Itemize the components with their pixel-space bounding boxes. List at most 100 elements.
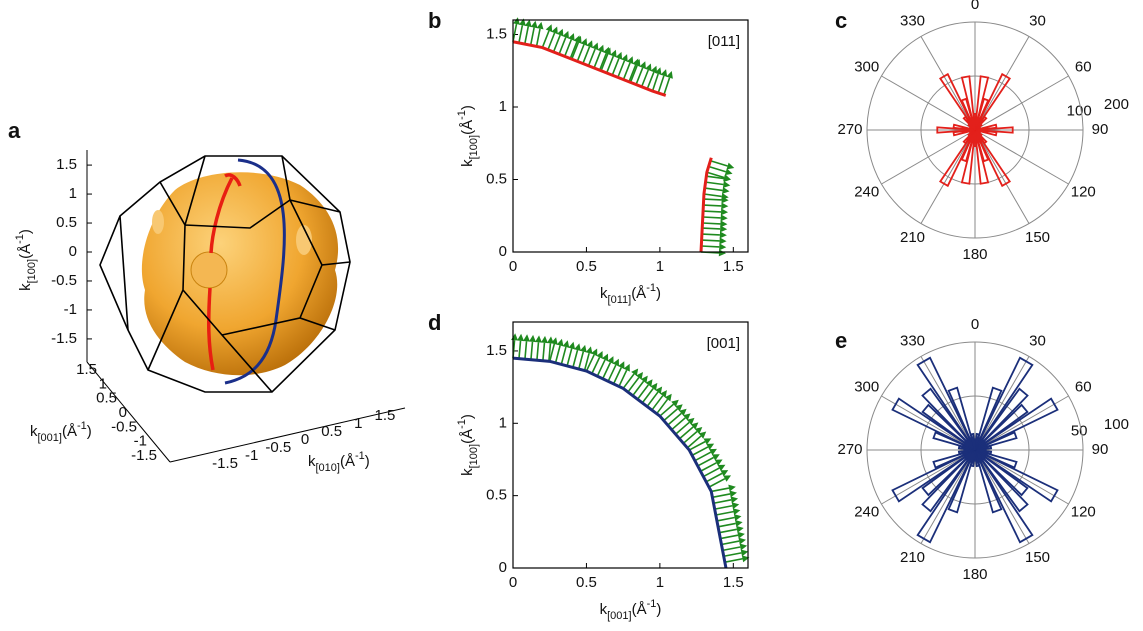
- petal: [974, 129, 998, 137]
- spin-arrow: [663, 408, 678, 422]
- r-tick-label: 100: [1067, 103, 1092, 120]
- theta-tick-label: 90: [1092, 441, 1109, 458]
- spin-arrow: [572, 349, 579, 368]
- neck: [152, 210, 164, 234]
- spin-arrow: [635, 67, 644, 85]
- spin-arrow-head: [730, 496, 739, 504]
- petal: [952, 123, 976, 131]
- x-axis-label: k[011](Å-1): [600, 282, 661, 306]
- spin-arrow: [632, 380, 645, 397]
- petal: [974, 75, 990, 131]
- theta-tick-label: 210: [900, 229, 925, 246]
- petal: [916, 356, 976, 451]
- spin-arrow: [705, 181, 724, 186]
- spin-arrow: [723, 552, 742, 558]
- spin-arrow-head: [621, 54, 628, 62]
- label-part: ): [656, 285, 661, 302]
- spin-arrow: [541, 30, 550, 48]
- x-tick-label: -1.5: [131, 447, 157, 464]
- r-tick-label: 50: [1071, 423, 1088, 440]
- spin-arrow-head: [536, 21, 544, 30]
- orbit-011: [207, 173, 242, 371]
- spin-arrow: [719, 528, 738, 534]
- spin-arrow-head: [631, 368, 639, 377]
- spin-arrow-head: [720, 208, 729, 216]
- petal: [974, 449, 1059, 503]
- label-part: (Å: [340, 453, 355, 470]
- petal: [921, 387, 976, 451]
- spin-arrow: [702, 227, 721, 230]
- fermi-contour: [512, 356, 728, 569]
- spin-arrow: [686, 435, 702, 449]
- z-tick-label: 0: [69, 243, 77, 260]
- label-part: -1: [77, 420, 87, 432]
- spin-arrow-head: [618, 361, 625, 370]
- spin-arrow: [523, 26, 530, 45]
- spin-arrow: [618, 369, 628, 387]
- spin-arrow: [721, 540, 740, 546]
- r-tick-label: 100: [1104, 416, 1129, 433]
- y-axis-label: k[100](Å-1): [456, 414, 480, 476]
- spin-arrow: [667, 412, 682, 426]
- spin-arrow: [659, 403, 675, 417]
- label-part: k: [30, 423, 38, 440]
- spin-arrow: [651, 395, 664, 411]
- label-part: ): [459, 105, 476, 110]
- spin-arrow-head: [694, 426, 703, 435]
- spin-arrow-head: [666, 71, 673, 79]
- spin-arrow: [703, 210, 722, 213]
- spin-arrow: [678, 426, 694, 440]
- spin-arrow: [600, 53, 609, 72]
- spin-arrow-head: [615, 51, 623, 60]
- spin-arrow: [675, 421, 690, 435]
- spin-arrow: [629, 65, 638, 83]
- spin-arrow: [518, 25, 524, 44]
- petal: [974, 386, 1003, 451]
- spin-arrow: [706, 171, 725, 179]
- x-tick-label: 0: [509, 258, 517, 275]
- spin-arrow-head: [698, 431, 707, 439]
- spin-arrow-head: [626, 56, 634, 65]
- spin-arrow-head: [596, 351, 603, 359]
- y-tick-label: 1.5: [486, 342, 507, 359]
- petal: [974, 449, 1029, 513]
- spin-arrow-head: [675, 404, 683, 412]
- spin-arrow: [601, 362, 612, 380]
- spin-arrow-head: [597, 44, 604, 53]
- spin-arrow-head: [591, 42, 599, 51]
- spin-arrow-head: [721, 202, 729, 210]
- spin-arrow: [703, 204, 722, 207]
- spin-arrow: [536, 342, 540, 361]
- theta-tick-label: 300: [854, 58, 879, 75]
- orbit-001: [224, 158, 286, 385]
- label-part: [100]: [468, 444, 480, 468]
- spin-arrow: [671, 417, 686, 431]
- spin-arrow: [558, 37, 567, 55]
- spin-arrow: [552, 34, 561, 53]
- theta-tick-label: 270: [837, 441, 862, 458]
- spin-arrow-head: [534, 335, 542, 343]
- spin-arrow-head: [540, 335, 548, 344]
- spin-arrow: [617, 60, 626, 78]
- spin-arrow: [722, 546, 741, 552]
- spin-arrow: [622, 62, 631, 80]
- theta-tick-label: 300: [854, 378, 879, 395]
- label-part: k: [17, 283, 34, 291]
- x-tick-label: -1: [134, 433, 147, 450]
- fermi-surface: [141, 172, 339, 376]
- label-part: (Å: [17, 244, 34, 259]
- petal: [921, 449, 976, 497]
- spin-arrow: [691, 446, 709, 457]
- x-tick-label: -0.5: [111, 418, 137, 435]
- x-tick-label: 1.5: [76, 361, 97, 378]
- spin-arrow-head: [679, 408, 687, 417]
- spin-arrow-head: [719, 231, 727, 239]
- spin-arrow-head: [645, 63, 652, 72]
- theta-tick-label: 240: [854, 503, 879, 520]
- label-part: [100]: [26, 259, 38, 283]
- petal: [969, 432, 976, 451]
- spin-arrow-head: [740, 549, 749, 557]
- spin-arrow-head: [682, 413, 691, 421]
- spin-arrow: [569, 41, 578, 59]
